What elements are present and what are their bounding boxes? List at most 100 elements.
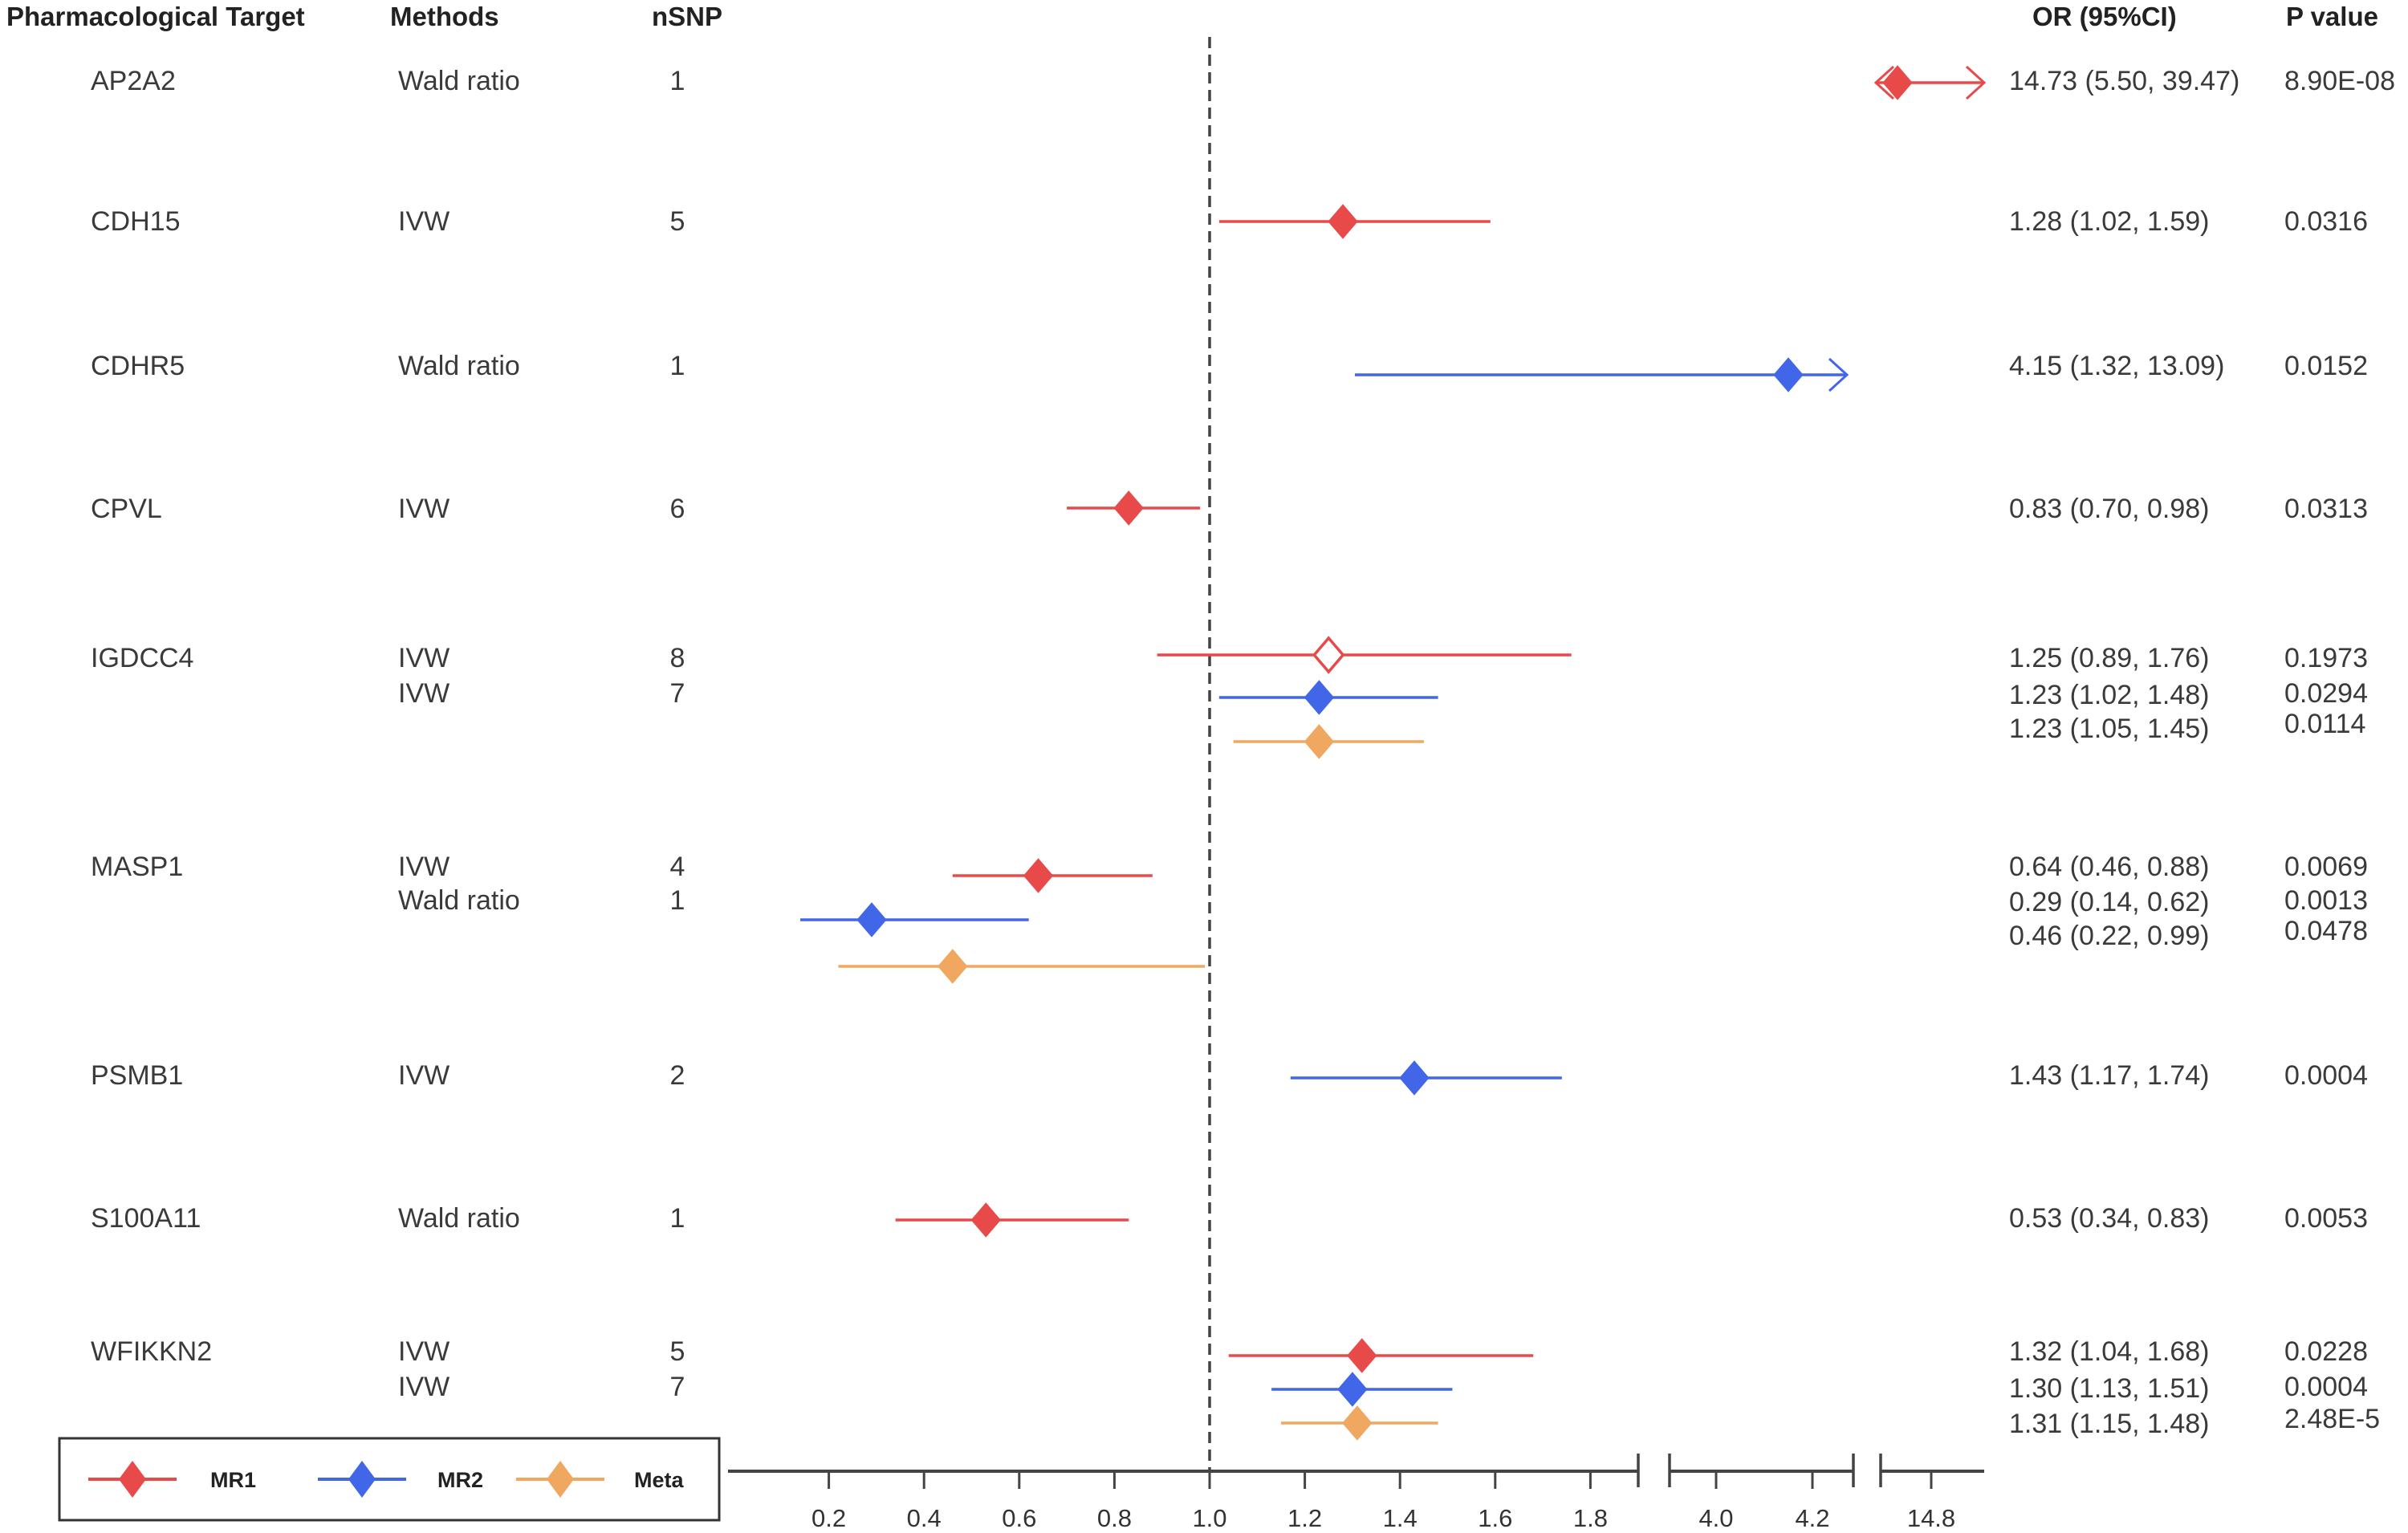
p-value: 0.0152 xyxy=(2284,351,2368,381)
target-label: S100A11 xyxy=(91,1203,201,1234)
target-group-psmb1: PSMB1 IVW 2 1.43 (1.17, 1.74) 0.0004 xyxy=(91,1060,2368,1096)
target-label: CDH15 xyxy=(91,206,180,237)
p-value: 0.0313 xyxy=(2284,494,2368,524)
legend-label: MR2 xyxy=(437,1468,483,1492)
or-ci-value: 0.46 (0.22, 0.99) xyxy=(2009,921,2210,951)
or-ci-value: 4.15 (1.32, 13.09) xyxy=(2009,351,2224,381)
forest-row: IVW 7 1.23 (1.02, 1.48) 0.0294 xyxy=(398,678,2368,715)
tick-label: 1.0 xyxy=(1192,1504,1226,1532)
target-label: CDHR5 xyxy=(91,351,185,381)
method-label: Wald ratio xyxy=(398,1203,520,1234)
target-group-wfikkn2: WFIKKN2 IVW 5 1.32 (1.04, 1.68) 0.0228 IVW 7 1.… xyxy=(91,1336,2380,1441)
or-ci-value: 1.43 (1.17, 1.74) xyxy=(2009,1060,2210,1091)
ci-arrow-right-icon xyxy=(1828,357,1849,392)
nsnp-value: 4 xyxy=(670,852,685,882)
method-label: IVW xyxy=(398,852,449,882)
legend-entry-mr1: MR1 xyxy=(88,1461,256,1498)
forest-row: IVW 4 0.64 (0.46, 0.88) 0.0069 xyxy=(398,852,2368,893)
target-group-cpvl: CPVL IVW 6 0.83 (0.70, 0.98) 0.0313 xyxy=(91,490,2368,526)
forest-row: IVW 5 1.28 (1.02, 1.59) 0.0316 xyxy=(398,204,2368,239)
target-group-cdhr5: CDHR5 Wald ratio 1 4.15 (1.32, 13.09) 0.0152 xyxy=(91,351,2368,392)
method-label: Wald ratio xyxy=(398,351,520,381)
header-or-ci: OR (95%CI) xyxy=(2032,2,2177,31)
column-headers: Pharmacological Target Methods nSNP OR (… xyxy=(6,2,2378,31)
legend-label: Meta xyxy=(634,1468,684,1492)
p-value: 0.0316 xyxy=(2284,206,2368,237)
tick-label: 4.0 xyxy=(1698,1504,1733,1532)
target-label: CPVL xyxy=(91,494,162,524)
forest-row: IVW 6 0.83 (0.70, 0.98) 0.0313 xyxy=(398,490,2368,526)
or-ci-value: 1.23 (1.02, 1.48) xyxy=(2009,680,2210,710)
method-label: IVW xyxy=(398,206,449,237)
target-group-cdh15: CDH15 IVW 5 1.28 (1.02, 1.59) 0.0316 xyxy=(91,204,2368,239)
header-nsnp: nSNP xyxy=(652,2,722,31)
tick-label: 4.2 xyxy=(1795,1504,1829,1532)
forest-row: IVW 7 1.30 (1.13, 1.51) 0.0004 xyxy=(398,1372,2368,1407)
method-label: IVW xyxy=(398,1336,449,1367)
tick-label: 14.8 xyxy=(1907,1504,1955,1532)
point-estimate-marker xyxy=(1304,680,1335,715)
point-estimate-marker xyxy=(1399,1060,1430,1096)
or-ci-value: 1.28 (1.02, 1.59) xyxy=(2009,206,2210,237)
point-estimate-marker xyxy=(1347,1338,1377,1373)
or-ci-value: 0.64 (0.46, 0.88) xyxy=(2009,852,2210,882)
legend-entry-mr2: MR2 xyxy=(318,1461,483,1498)
point-estimate-marker xyxy=(970,1202,1001,1238)
forest-row: Wald ratio 1 0.53 (0.34, 0.83) 0.0053 xyxy=(398,1202,2368,1238)
point-estimate-marker xyxy=(1342,1405,1373,1441)
tick-label: 1.4 xyxy=(1383,1504,1418,1532)
nsnp-value: 5 xyxy=(670,206,685,237)
target-label: PSMB1 xyxy=(91,1060,183,1091)
forest-row: Wald ratio 1 14.73 (5.50, 39.47) 8.90E-08 xyxy=(398,65,2395,100)
method-label: IVW xyxy=(398,1060,449,1091)
header-method: Methods xyxy=(390,2,499,31)
tick-label: 1.8 xyxy=(1573,1504,1608,1532)
nsnp-value: 1 xyxy=(670,885,685,916)
legend: MR1 MR2 Meta xyxy=(58,1437,721,1522)
or-ci-value: 0.53 (0.34, 0.83) xyxy=(2009,1203,2210,1234)
method-label: IVW xyxy=(398,1372,449,1402)
p-value: 0.1973 xyxy=(2284,643,2368,673)
legend-diamond-icon xyxy=(119,1461,146,1498)
ci-arrow-right-icon xyxy=(1965,65,1987,100)
point-estimate-marker xyxy=(1312,636,1345,674)
tick-label: 1.6 xyxy=(1478,1504,1512,1532)
legend-diamond-icon xyxy=(348,1461,376,1498)
method-label: Wald ratio xyxy=(398,885,520,916)
or-ci-value: 1.23 (1.05, 1.45) xyxy=(2009,714,2210,744)
p-value: 0.0004 xyxy=(2284,1372,2368,1402)
tick-label: 0.2 xyxy=(811,1504,846,1532)
forest-row: 1.31 (1.15, 1.48) 2.48E-5 xyxy=(1280,1404,2380,1441)
p-value: 0.0004 xyxy=(2284,1060,2368,1091)
method-label: Wald ratio xyxy=(398,66,520,96)
tick-label: 1.2 xyxy=(1287,1504,1322,1532)
forest-row: 1.23 (1.05, 1.45) 0.0114 xyxy=(1233,709,2365,759)
point-estimate-marker xyxy=(1328,204,1358,239)
forest-rows: AP2A2 Wald ratio 1 14.73 (5.50, 39.47) 8.90E… xyxy=(91,65,2395,1441)
method-label: IVW xyxy=(398,494,449,524)
or-ci-value: 0.83 (0.70, 0.98) xyxy=(2009,494,2210,524)
or-ci-value: 1.32 (1.04, 1.68) xyxy=(2009,1336,2210,1367)
p-value: 2.48E-5 xyxy=(2284,1404,2380,1434)
header-p-value: P value xyxy=(2286,2,2378,31)
forest-row: 0.46 (0.22, 0.99) 0.0478 xyxy=(838,916,2368,984)
p-value: 0.0053 xyxy=(2284,1203,2368,1234)
nsnp-value: 1 xyxy=(670,351,685,381)
point-estimate-marker xyxy=(1337,1372,1368,1407)
point-estimate-marker xyxy=(1113,490,1144,526)
nsnp-value: 7 xyxy=(670,1372,685,1402)
point-estimate-marker xyxy=(856,902,887,937)
p-value: 0.0478 xyxy=(2284,916,2368,946)
legend-entry-meta: Meta xyxy=(516,1461,684,1498)
p-value: 8.90E-08 xyxy=(2284,66,2395,96)
point-estimate-marker xyxy=(1882,65,1913,100)
method-label: IVW xyxy=(398,678,449,709)
or-ci-value: 1.31 (1.15, 1.48) xyxy=(2009,1409,2210,1439)
target-label: IGDCC4 xyxy=(91,643,193,673)
p-value: 0.0013 xyxy=(2284,885,2368,916)
method-label: IVW xyxy=(398,643,449,673)
p-value: 0.0228 xyxy=(2284,1336,2368,1367)
target-group-ap2a2: AP2A2 Wald ratio 1 14.73 (5.50, 39.47) 8.90E… xyxy=(91,65,2395,100)
